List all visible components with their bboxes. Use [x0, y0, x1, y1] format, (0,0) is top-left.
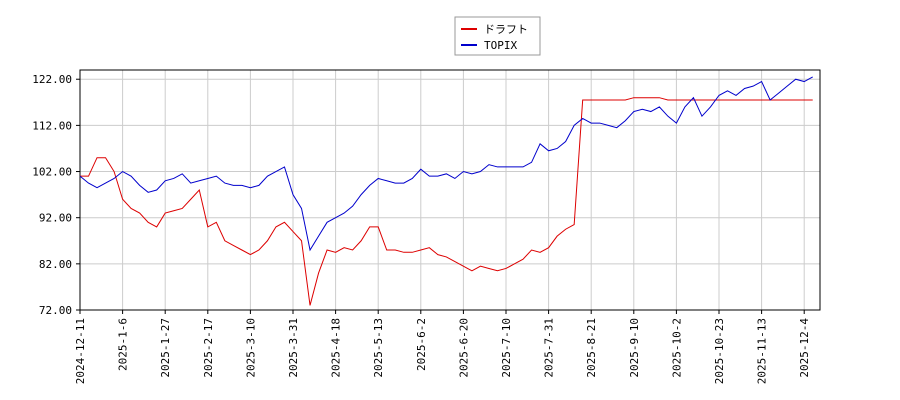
series-line	[80, 97, 813, 306]
y-tick-label: 112.00	[32, 119, 72, 132]
x-tick-label: 2025-9-10	[628, 318, 641, 378]
x-tick-label: 2024-12-11	[74, 318, 87, 384]
x-tick-label: 2025-6-20	[457, 318, 470, 378]
x-tick-label: 2025-3-31	[287, 318, 300, 378]
x-tick-label: 2025-11-13	[756, 318, 769, 384]
legend-label: TOPIX	[484, 39, 517, 52]
y-tick-label: 122.00	[32, 73, 72, 86]
legend-label: ドラフト	[484, 23, 528, 36]
x-tick-label: 2025-10-23	[713, 318, 726, 384]
y-tick-label: 92.00	[39, 212, 72, 225]
x-tick-label: 2025-1-6	[117, 318, 130, 371]
x-tick-label: 2025-8-21	[585, 318, 598, 378]
x-tick-label: 2025-2-17	[202, 318, 215, 378]
series-line	[79, 76, 813, 252]
x-tick-label: 2025-7-10	[500, 318, 513, 378]
x-tick-label: 2025-4-18	[330, 318, 343, 378]
x-tick-label: 2025-7-31	[543, 318, 556, 378]
x-tick-label: 2025-10-2	[670, 318, 683, 378]
x-tick-label: 2025-5-13	[372, 318, 385, 378]
y-tick-label: 102.00	[32, 166, 72, 179]
x-tick-label: 2025-6-2	[415, 318, 428, 371]
x-tick-label: 2025-1-27	[159, 318, 172, 378]
y-tick-label: 72.00	[39, 304, 72, 317]
x-tick-label: 2025-3-10	[244, 318, 257, 378]
y-tick-label: 82.00	[39, 258, 72, 271]
plot-frame	[79, 69, 821, 311]
legend-box	[454, 16, 541, 56]
x-tick-label: 2025-12-4	[798, 318, 811, 378]
